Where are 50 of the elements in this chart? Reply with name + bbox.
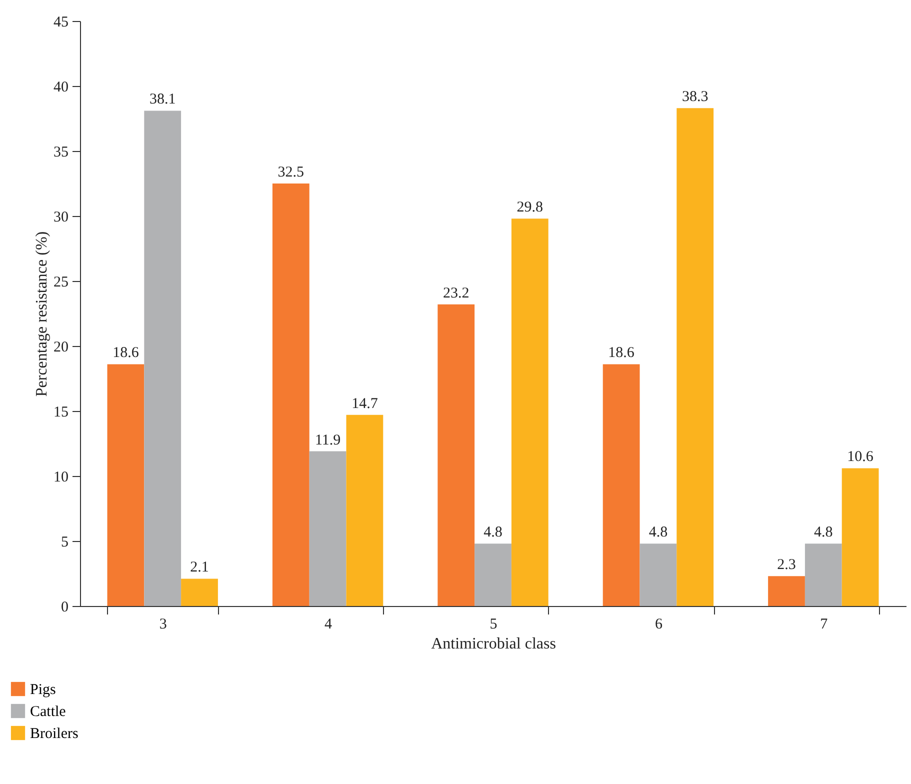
legend-label: Broilers: [30, 726, 78, 742]
bar: [640, 544, 677, 606]
bar: [602, 364, 640, 606]
y-tick-label: 30: [54, 210, 68, 226]
x-axis-title: Antimicrobial class: [431, 636, 556, 652]
bar: [676, 108, 714, 606]
y-tick-label: 0: [61, 600, 68, 616]
bar: [474, 544, 512, 606]
bar: [272, 184, 310, 606]
x-tick-label: 7: [820, 616, 828, 632]
y-tick-label: 25: [54, 274, 68, 290]
data-label: 4.8: [814, 524, 833, 541]
y-axis-title: Percentage resistance (%): [34, 231, 50, 397]
legend-label: Cattle: [30, 704, 66, 720]
bar: [181, 578, 218, 606]
y-tick-label: 40: [54, 80, 68, 96]
data-label: 10.6: [847, 449, 874, 466]
data-label: 29.8: [516, 200, 544, 216]
data-label: 18.6: [608, 345, 635, 362]
data-label: 4.8: [648, 524, 668, 541]
y-tick-label: 20: [54, 340, 68, 356]
x-tick-label: 6: [654, 616, 663, 632]
bar: [438, 304, 475, 606]
legend-label: Pigs: [30, 682, 56, 698]
bar: [309, 451, 346, 606]
y-tick-label: 35: [54, 144, 68, 160]
data-label: 38.3: [682, 89, 708, 106]
bar: [511, 218, 548, 606]
data-label: 38.1: [149, 92, 176, 108]
data-label: 23.2: [442, 285, 470, 302]
y-tick-label: 5: [61, 534, 68, 550]
x-tick-label: 4: [324, 616, 333, 632]
data-label: 32.5: [278, 164, 304, 180]
data-label: 14.7: [352, 396, 378, 412]
y-tick-label: 10: [54, 470, 68, 486]
bar: [144, 110, 182, 606]
data-label: 11.9: [314, 432, 341, 448]
bar: [804, 544, 842, 606]
data-label: 18.6: [112, 345, 140, 362]
y-tick-label: 15: [54, 404, 68, 420]
bar: [107, 364, 144, 606]
data-label: 2.1: [190, 560, 209, 576]
data-label: 2.3: [777, 557, 796, 574]
x-tick-label: 3: [159, 616, 167, 632]
bar: [842, 468, 879, 606]
y-tick-label: 45: [54, 14, 68, 30]
bar: [768, 576, 805, 606]
x-tick-label: 5: [490, 616, 498, 632]
data-label: 4.8: [484, 524, 502, 541]
bar: [346, 414, 384, 606]
